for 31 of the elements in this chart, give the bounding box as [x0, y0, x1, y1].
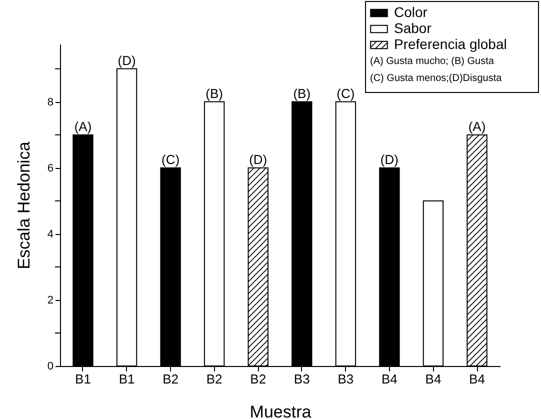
data-label: (A): [74, 118, 92, 134]
x-tick-label: B4: [469, 372, 485, 386]
annotation: (C) Gusta menos;(D)Disgusta: [370, 73, 502, 84]
data-label: (B): [206, 86, 223, 101]
legend-label: Color: [394, 4, 428, 20]
y-tick-label: 4: [47, 228, 54, 240]
data-label: (B): [293, 86, 311, 101]
x-tick-label: B1: [75, 372, 91, 386]
data-label: (D): [380, 152, 398, 167]
x-tick-label: B3: [338, 372, 354, 386]
y-tick-label: 2: [47, 294, 54, 306]
y-tick-label: 0: [47, 360, 54, 372]
annotation: (A) Gusta mucho; (B) Gusta: [370, 56, 494, 67]
data-label: (C): [336, 86, 355, 101]
data-label: (D): [118, 52, 136, 68]
x-tick-label: B2: [250, 372, 266, 386]
x-tick-label: B1: [118, 372, 135, 386]
y-tick-label: 8: [47, 96, 54, 108]
x-tick-label: B4: [425, 372, 442, 386]
y-axis-title: Escala Hedonica: [14, 141, 34, 270]
x-tick-label: B4: [382, 372, 398, 386]
legend-label: Preferencia global: [394, 36, 507, 52]
x-axis-title: Muestra: [250, 402, 312, 419]
data-label: (A): [468, 118, 486, 134]
x-tick-label: B2: [162, 372, 178, 386]
x-tick-label: B2: [206, 372, 222, 386]
data-label: (C): [162, 152, 180, 167]
x-tick-label: B3: [294, 372, 310, 386]
y-tick-label: 6: [47, 162, 54, 174]
legend-label: Sabor: [394, 20, 432, 36]
data-label: (D): [249, 152, 268, 167]
